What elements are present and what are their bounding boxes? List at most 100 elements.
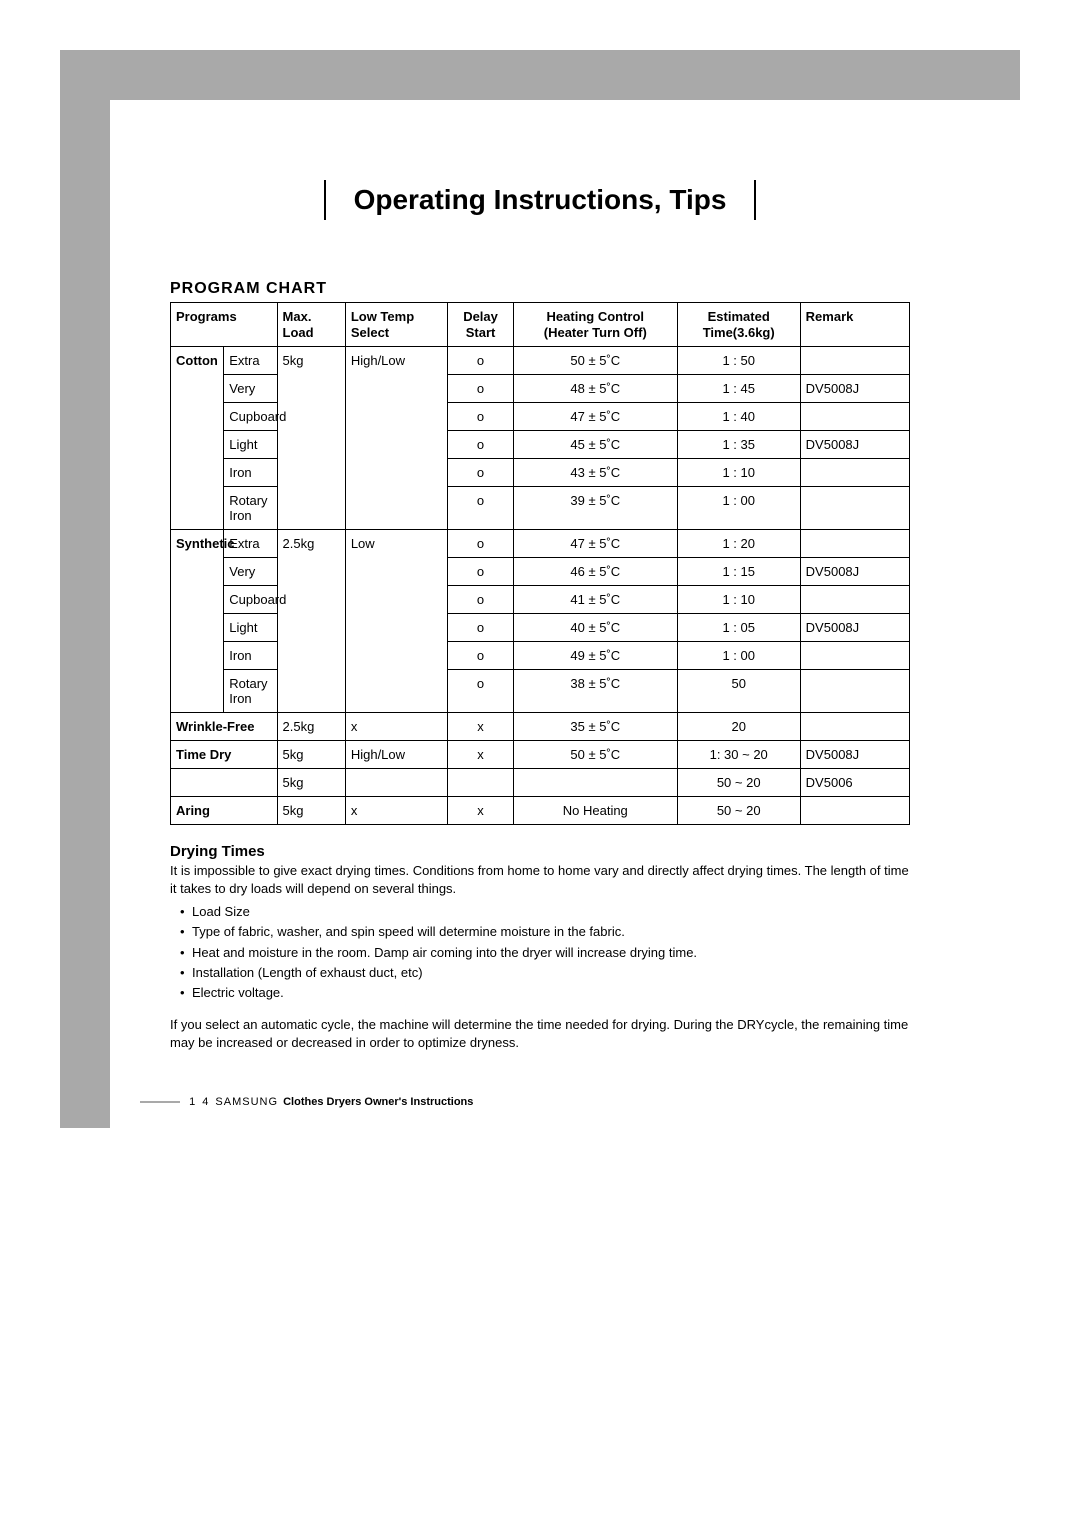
table-cell: Iron bbox=[224, 642, 277, 670]
table-cell: 1 : 10 bbox=[677, 586, 800, 614]
bullet-item: Electric voltage. bbox=[170, 984, 910, 1002]
table-cell: x bbox=[345, 713, 447, 741]
table-row: Wrinkle-Free2.5kgxx35 ± 5˚C20 bbox=[171, 713, 910, 741]
table-cell: 50 bbox=[677, 670, 800, 713]
table-cell: 47 ± 5˚C bbox=[513, 403, 677, 431]
table-cell: x bbox=[448, 797, 514, 825]
table-cell: DV5008J bbox=[800, 375, 909, 403]
table-cell: 1 : 45 bbox=[677, 375, 800, 403]
table-cell: Very bbox=[224, 558, 277, 586]
bullet-item: Installation (Length of exhaust duct, et… bbox=[170, 964, 910, 982]
table-cell bbox=[800, 403, 909, 431]
table-cell: o bbox=[448, 558, 514, 586]
page-title: Operating Instructions, Tips bbox=[324, 180, 757, 220]
table-cell: High/Low bbox=[345, 347, 447, 530]
table-cell: o bbox=[448, 586, 514, 614]
th-remark: Remark bbox=[800, 303, 909, 347]
table-cell: Cupboard bbox=[224, 403, 277, 431]
header-bar bbox=[60, 50, 1020, 100]
table-cell: Light bbox=[224, 431, 277, 459]
table-cell bbox=[800, 586, 909, 614]
table-cell: Light bbox=[224, 614, 277, 642]
table-cell bbox=[800, 642, 909, 670]
table-cell: 5kg bbox=[277, 347, 345, 530]
table-cell: 20 bbox=[677, 713, 800, 741]
table-cell: Rotary Iron bbox=[224, 670, 277, 713]
table-cell: 1 : 00 bbox=[677, 487, 800, 530]
table-cell: DV5008J bbox=[800, 558, 909, 586]
table-cell: 50 ± 5˚C bbox=[513, 741, 677, 769]
table-cell bbox=[171, 769, 278, 797]
table-cell: o bbox=[448, 375, 514, 403]
table-cell: 41 ± 5˚C bbox=[513, 586, 677, 614]
table-cell: 2.5kg bbox=[277, 530, 345, 713]
table-cell: 50 ± 5˚C bbox=[513, 347, 677, 375]
table-cell: Rotary Iron bbox=[224, 487, 277, 530]
table-cell: 50 ~ 20 bbox=[677, 797, 800, 825]
table-cell bbox=[513, 769, 677, 797]
table-row: SyntheticExtra2.5kgLowo47 ± 5˚C1 : 20 bbox=[171, 530, 910, 558]
drying-times-auto: If you select an automatic cycle, the ma… bbox=[170, 1016, 910, 1051]
table-cell: Iron bbox=[224, 459, 277, 487]
table-cell: DV5008J bbox=[800, 614, 909, 642]
table-cell bbox=[800, 459, 909, 487]
table-cell: 45 ± 5˚C bbox=[513, 431, 677, 459]
table-cell: DV5008J bbox=[800, 741, 909, 769]
table-cell: 50 ~ 20 bbox=[677, 769, 800, 797]
th-max-load: Max.Load bbox=[277, 303, 345, 347]
table-cell: 49 ± 5˚C bbox=[513, 642, 677, 670]
table-cell: Synthetic bbox=[171, 530, 224, 713]
drying-times-intro: It is impossible to give exact drying ti… bbox=[170, 862, 910, 897]
table-cell: o bbox=[448, 459, 514, 487]
table-cell: Extra bbox=[224, 530, 277, 558]
bullet-item: Heat and moisture in the room. Damp air … bbox=[170, 944, 910, 962]
table-cell: Time Dry bbox=[171, 741, 278, 769]
page-content: Operating Instructions, Tips PROGRAM CHA… bbox=[170, 180, 910, 1057]
page-footer: 1 4 SAMSUNG Clothes Dryers Owner's Instr… bbox=[140, 1096, 473, 1108]
th-heating: Heating Control(Heater Turn Off) bbox=[513, 303, 677, 347]
table-cell: x bbox=[448, 741, 514, 769]
table-cell: o bbox=[448, 530, 514, 558]
table-cell: 46 ± 5˚C bbox=[513, 558, 677, 586]
table-cell: 2.5kg bbox=[277, 713, 345, 741]
th-delay: DelayStart bbox=[448, 303, 514, 347]
table-row: Time Dry5kgHigh/Lowx50 ± 5˚C1: 30 ~ 20DV… bbox=[171, 741, 910, 769]
table-cell: Cotton bbox=[171, 347, 224, 530]
table-cell: Cupboard bbox=[224, 586, 277, 614]
table-cell: 39 ± 5˚C bbox=[513, 487, 677, 530]
table-cell: 1 : 05 bbox=[677, 614, 800, 642]
table-cell: 38 ± 5˚C bbox=[513, 670, 677, 713]
table-cell: 1 : 20 bbox=[677, 530, 800, 558]
table-cell: Extra bbox=[224, 347, 277, 375]
bullet-item: Load Size bbox=[170, 903, 910, 921]
table-cell bbox=[448, 769, 514, 797]
table-cell: 47 ± 5˚C bbox=[513, 530, 677, 558]
side-bar bbox=[60, 50, 110, 1128]
footer-brand: SAMSUNG bbox=[215, 1096, 278, 1108]
table-cell: DV5006 bbox=[800, 769, 909, 797]
table-cell bbox=[800, 670, 909, 713]
table-cell: High/Low bbox=[345, 741, 447, 769]
table-cell: 1 : 15 bbox=[677, 558, 800, 586]
table-cell: No Heating bbox=[513, 797, 677, 825]
table-cell bbox=[800, 530, 909, 558]
table-cell: 5kg bbox=[277, 797, 345, 825]
table-cell: 43 ± 5˚C bbox=[513, 459, 677, 487]
table-cell: Very bbox=[224, 375, 277, 403]
program-chart-table: Programs Max.Load Low TempSelect DelaySt… bbox=[170, 302, 910, 825]
table-cell: o bbox=[448, 347, 514, 375]
table-header-row: Programs Max.Load Low TempSelect DelaySt… bbox=[171, 303, 910, 347]
footer-text: Clothes Dryers Owner's Instructions bbox=[283, 1096, 473, 1108]
table-cell: DV5008J bbox=[800, 431, 909, 459]
page-number: 1 4 bbox=[189, 1096, 210, 1108]
table-cell: 40 ± 5˚C bbox=[513, 614, 677, 642]
table-cell: o bbox=[448, 670, 514, 713]
table-cell: x bbox=[345, 797, 447, 825]
drying-times-bullets: Load SizeType of fabric, washer, and spi… bbox=[170, 903, 910, 1002]
table-row: CottonExtra5kgHigh/Lowo50 ± 5˚C1 : 50 bbox=[171, 347, 910, 375]
drying-times-heading: Drying Times bbox=[170, 843, 910, 860]
table-cell bbox=[800, 713, 909, 741]
table-cell bbox=[800, 797, 909, 825]
table-cell: 1: 30 ~ 20 bbox=[677, 741, 800, 769]
table-cell bbox=[800, 487, 909, 530]
